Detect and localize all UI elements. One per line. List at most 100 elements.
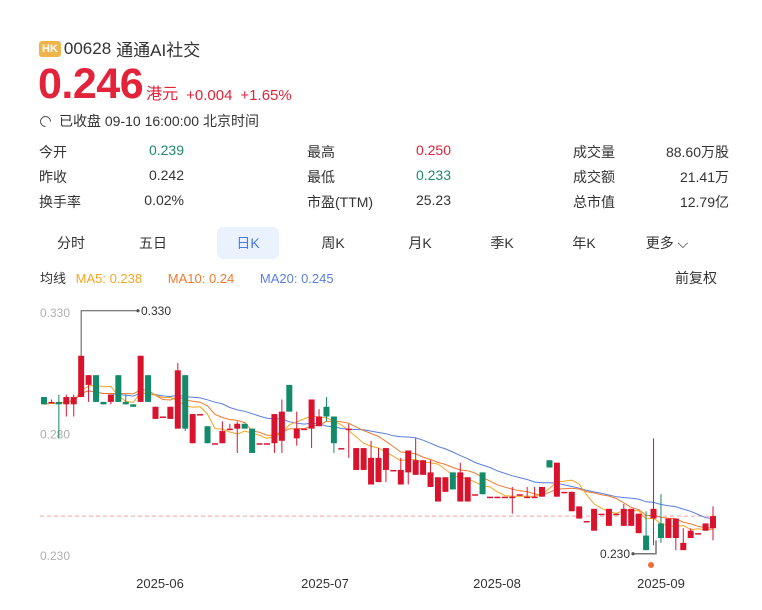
- candle-body: [576, 506, 583, 519]
- candle-body: [568, 491, 575, 512]
- tab-6[interactable]: 年K: [572, 235, 596, 251]
- candle-body: [710, 516, 716, 529]
- candle-body: [249, 428, 256, 453]
- candle-body: [308, 399, 315, 429]
- candle-body: [197, 414, 204, 416]
- candle-body: [382, 448, 389, 470]
- candle-body: [494, 496, 501, 499]
- candle-body: [115, 375, 122, 402]
- candle-body: [583, 520, 590, 523]
- candle-body: [457, 472, 464, 502]
- candle-body: [635, 513, 642, 534]
- candle-body: [182, 375, 189, 429]
- ma10-value: MA10: 0.24: [167, 271, 235, 286]
- candle-body: [605, 508, 612, 526]
- stats-row: 今开 0.239 最高 0.250 成交量 88.60万股: [39, 142, 729, 167]
- candle-body: [63, 397, 70, 405]
- candle-body: [211, 443, 218, 445]
- candle-body: [130, 404, 137, 407]
- candle-body: [524, 496, 531, 499]
- candle-body: [330, 416, 337, 444]
- y-tick: 0.280: [40, 428, 70, 442]
- y-tick: 0.230: [40, 549, 70, 563]
- stat-value: 25.23: [415, 192, 451, 208]
- candle-body: [501, 496, 508, 499]
- candle-body: [643, 535, 650, 551]
- candle-body: [41, 397, 47, 405]
- market-badge: HK: [39, 40, 61, 57]
- candle-body: [420, 460, 427, 475]
- ma20-line: [43, 390, 714, 520]
- event-marker: [648, 562, 654, 568]
- stat-value: 0.250: [415, 142, 451, 158]
- current-price: 0.246: [38, 60, 144, 108]
- price-change: +0.004: [186, 87, 233, 104]
- stock-header: HK 00628 通通AI社交: [39, 36, 200, 61]
- candle-body: [412, 460, 419, 475]
- stat-label: 成交量: [573, 144, 615, 160]
- stat-value: 88.60万股: [665, 144, 729, 160]
- y-tick: 0.330: [40, 306, 70, 320]
- candle-body: [271, 414, 278, 444]
- stat-label: 昨收: [39, 169, 67, 185]
- candle-body: [665, 518, 672, 538]
- candle-body: [338, 448, 345, 450]
- market-status: 已收盘 09-10 16:00:00 北京时间: [37, 111, 259, 131]
- tab-3[interactable]: 周K: [321, 235, 345, 251]
- candle-body: [657, 523, 664, 538]
- ma-label: 均线: [40, 271, 67, 286]
- candle-body: [219, 431, 226, 444]
- candle-body: [397, 469, 404, 485]
- adjust-toggle[interactable]: 前复权: [675, 270, 717, 286]
- candle-body: [702, 523, 709, 531]
- candle-body: [591, 508, 598, 531]
- candle-body: [55, 401, 62, 405]
- tab-0[interactable]: 分时: [57, 235, 85, 251]
- stat-label: 最高: [307, 144, 335, 160]
- ma10-line: [43, 389, 714, 529]
- candle-body: [516, 494, 523, 496]
- candle-body: [145, 375, 152, 402]
- candle-body: [122, 401, 129, 405]
- candle-body: [137, 355, 144, 402]
- stat-label: 成交额: [573, 169, 615, 185]
- candle-body: [472, 494, 479, 496]
- candle-body: [487, 496, 493, 499]
- tab-2[interactable]: 日K: [217, 227, 279, 259]
- tab-4[interactable]: 月K: [408, 235, 432, 251]
- candle-body: [241, 423, 248, 429]
- candle-body: [479, 472, 486, 495]
- tab-7[interactable]: 更多 ⌵: [645, 235, 689, 251]
- candle-body: [553, 462, 560, 497]
- candle-body: [650, 508, 657, 519]
- candle-body: [189, 414, 196, 444]
- stat-label: 换手率: [39, 194, 81, 210]
- stat-value: 0.233: [415, 167, 451, 183]
- stat-value: 0.239: [148, 142, 184, 158]
- stat-label: 市盈(TTM): [307, 194, 374, 210]
- candle-body: [427, 472, 434, 487]
- tab-5[interactable]: 季K: [490, 235, 514, 251]
- period-tabs: 分时 五日 日K 周K 月K 季K 年K 更多 ⌵: [40, 227, 720, 261]
- candle-body: [598, 513, 605, 516]
- candle-body: [539, 486, 546, 497]
- stock-code: 00628: [63, 38, 112, 58]
- clock-icon: [37, 113, 54, 129]
- x-tick: 2025-08: [473, 576, 521, 591]
- x-tick: 2025-07: [301, 576, 349, 591]
- candle-body: [345, 428, 352, 431]
- ma-legend: 均线 MA5: 0.238 MA10: 0.24 MA20: 0.245: [40, 268, 720, 287]
- stat-value: 12.79亿: [679, 194, 729, 210]
- stats-row: 昨收 0.242 最低 0.233 成交额 21.41万: [39, 167, 729, 192]
- candle-body: [93, 375, 100, 402]
- candle-body: [226, 428, 233, 431]
- candle-body: [390, 469, 397, 472]
- candle-body: [695, 533, 702, 535]
- candle-body: [613, 513, 620, 516]
- tab-1[interactable]: 五日: [139, 235, 167, 251]
- candle-body: [353, 448, 360, 470]
- candle-body: [70, 397, 77, 405]
- candle-body: [159, 416, 166, 418]
- candle-body: [264, 443, 270, 445]
- candle-body: [286, 384, 293, 412]
